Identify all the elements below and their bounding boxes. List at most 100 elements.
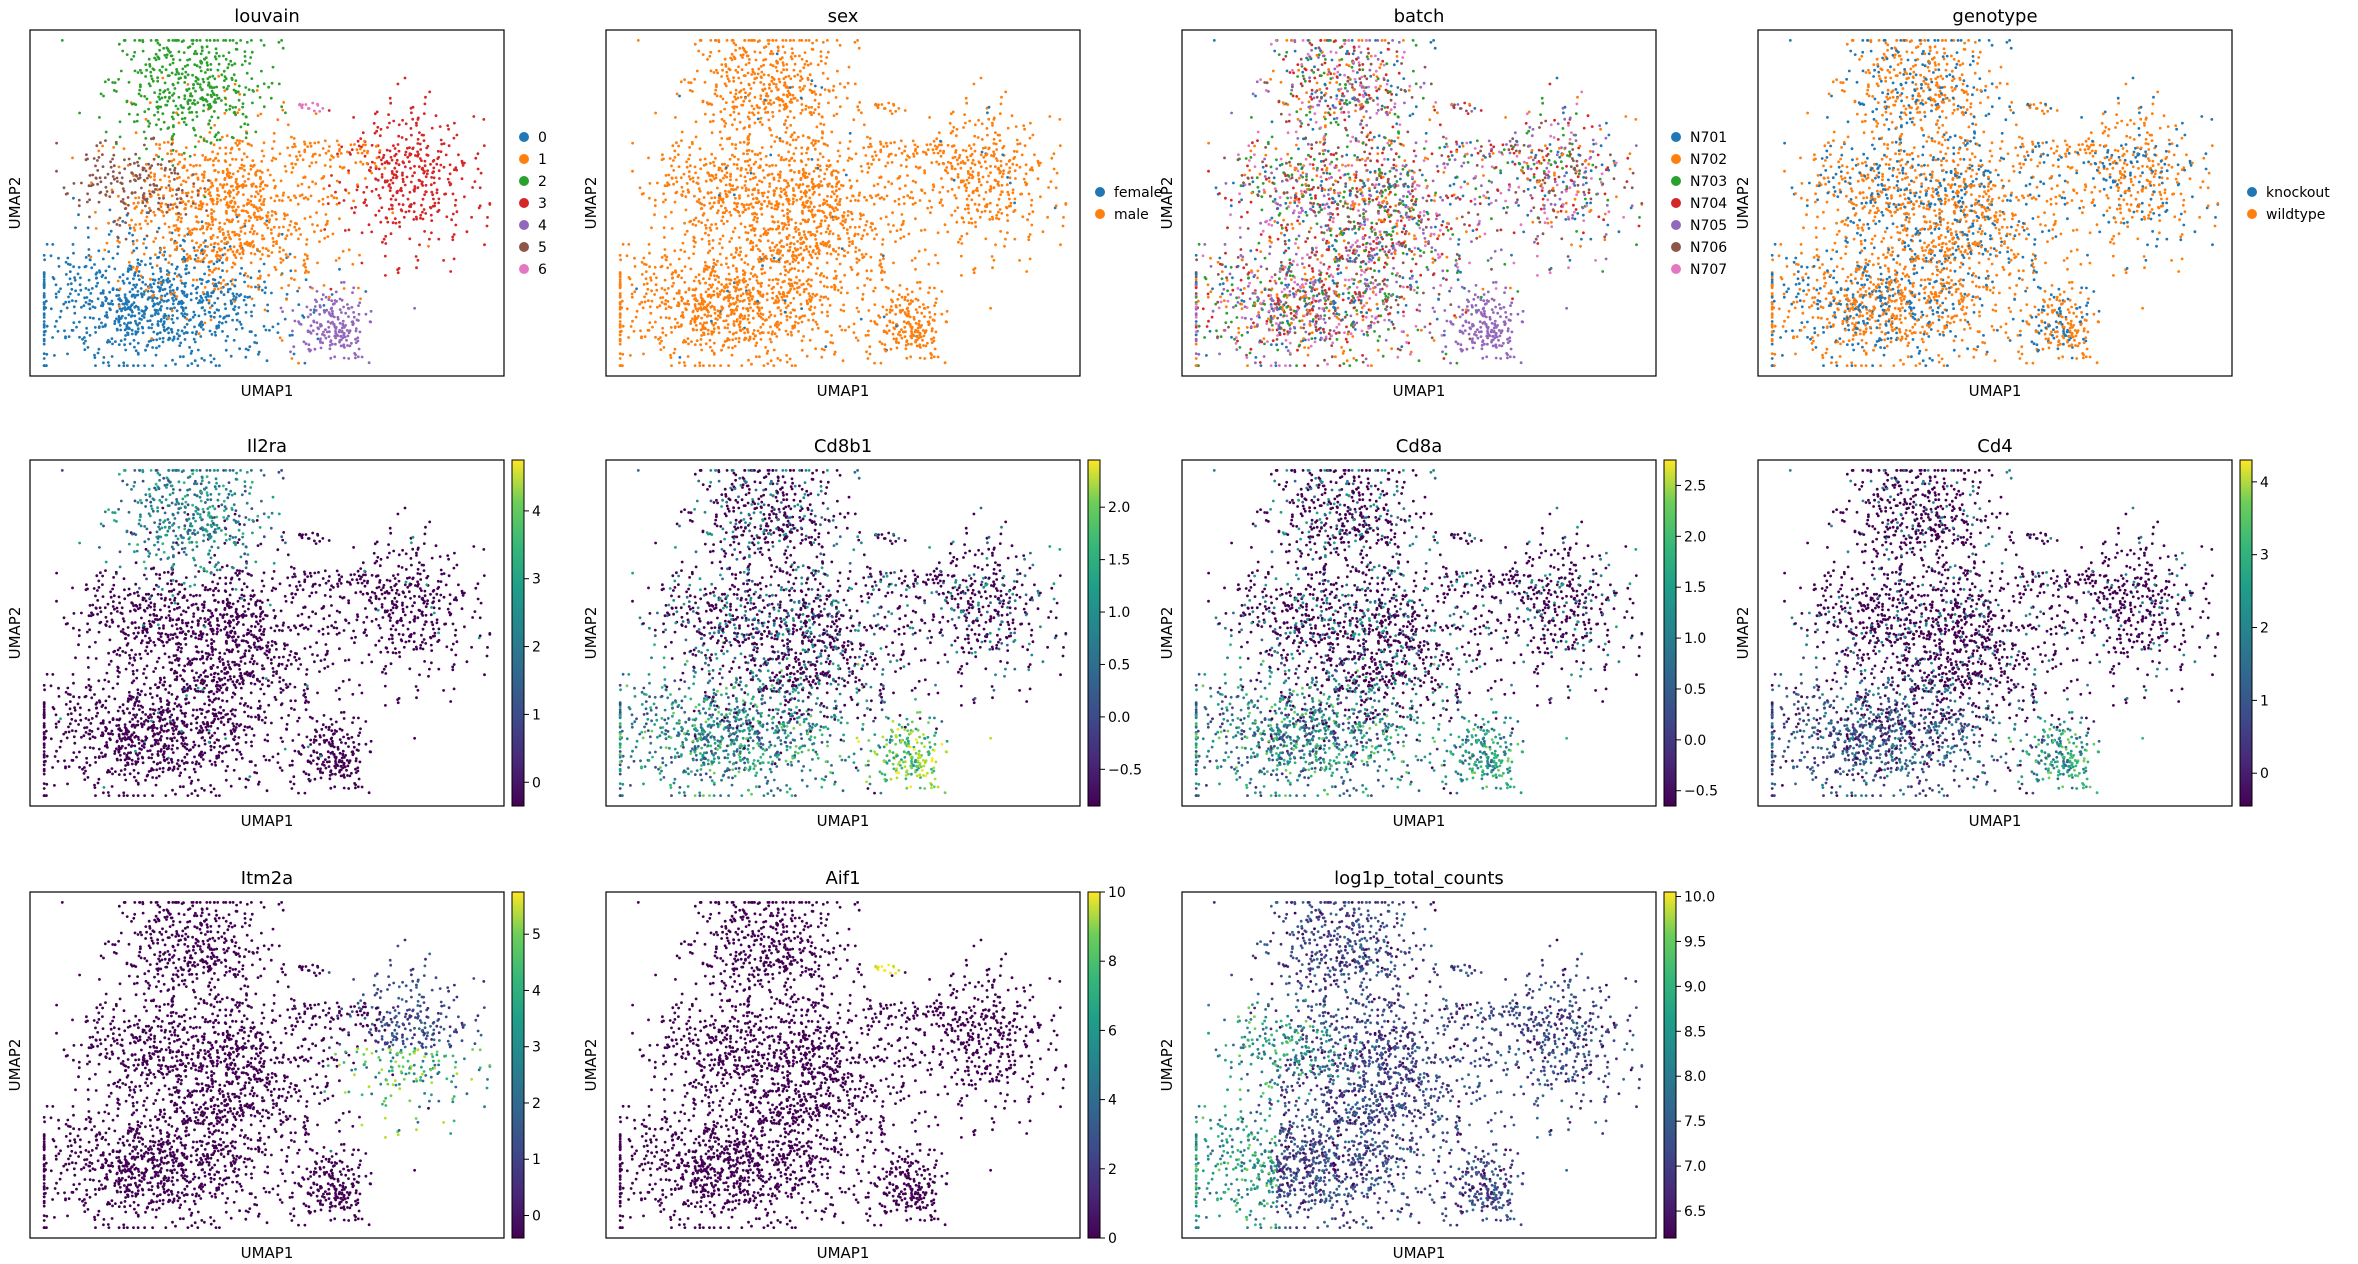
- scatter-point: [841, 359, 845, 363]
- scatter-point: [205, 298, 209, 302]
- scatter-point: [823, 348, 826, 352]
- scatter-point: [625, 307, 629, 311]
- scatter-point: [120, 309, 123, 313]
- scatter-point: [839, 308, 843, 312]
- scatter-point: [203, 321, 207, 325]
- scatter-point: [335, 139, 339, 143]
- scatter-point: [226, 174, 229, 178]
- scatter-point: [327, 295, 331, 299]
- scatter-point: [807, 292, 811, 295]
- scatter-point: [778, 241, 782, 244]
- scatter-point: [99, 141, 102, 145]
- scatter-point: [835, 257, 839, 261]
- scatter-point: [221, 169, 225, 173]
- scatter-point: [142, 252, 146, 256]
- scatter-point: [675, 304, 679, 307]
- scatter-point: [662, 346, 666, 349]
- scatter-point: [437, 201, 440, 205]
- scatter-point: [227, 51, 231, 54]
- scatter-point: [889, 230, 892, 234]
- scatter-point: [334, 290, 338, 294]
- scatter-point: [716, 325, 720, 329]
- scatter-point: [664, 302, 668, 306]
- scatter-point: [715, 287, 719, 290]
- scatter-point: [671, 284, 674, 288]
- scatter-point: [715, 274, 719, 278]
- scatter-point: [226, 66, 230, 70]
- scatter-point: [841, 215, 845, 219]
- scatter-point: [835, 195, 839, 198]
- scatter-point: [372, 121, 376, 125]
- scatter-point: [172, 337, 176, 341]
- scatter-point: [734, 281, 738, 285]
- scatter-point: [403, 153, 407, 157]
- scatter-point: [812, 169, 816, 173]
- scatter-point: [144, 308, 148, 312]
- scatter-point: [898, 284, 902, 287]
- scatter-point: [681, 311, 684, 314]
- scatter-point: [178, 334, 182, 338]
- scatter-point: [861, 292, 865, 296]
- scatter-point: [262, 262, 266, 266]
- scatter-point: [104, 185, 108, 189]
- scatter-point: [198, 299, 202, 302]
- scatter-point: [153, 313, 157, 316]
- scatter-point: [251, 245, 255, 249]
- scatter-point: [149, 219, 153, 223]
- scatter-point: [160, 202, 164, 205]
- scatter-point: [223, 159, 227, 163]
- scatter-point: [742, 316, 746, 320]
- scatter-point: [785, 314, 789, 318]
- scatter-point: [130, 218, 134, 222]
- scatter-point: [233, 305, 237, 308]
- scatter-point: [746, 309, 750, 313]
- scatter-point: [788, 245, 792, 249]
- scatter-point: [293, 145, 297, 148]
- scatter-point: [258, 206, 262, 210]
- scatter-point: [433, 204, 436, 208]
- scatter-point: [739, 174, 743, 178]
- scatter-point: [140, 295, 144, 299]
- scatter-point: [42, 305, 46, 309]
- scatter-point: [424, 212, 428, 215]
- scatter-point: [150, 285, 153, 289]
- scatter-point: [292, 137, 296, 140]
- scatter-point: [811, 139, 815, 142]
- scatter-point: [210, 200, 214, 203]
- scatter-point: [211, 223, 215, 227]
- scatter-point: [274, 268, 278, 271]
- scatter-point: [175, 205, 179, 209]
- scatter-point: [863, 284, 866, 287]
- scatter-point: [720, 288, 724, 292]
- scatter-point: [389, 197, 393, 201]
- scatter-point: [186, 364, 190, 367]
- scatter-point: [196, 364, 200, 367]
- scatter-point: [760, 203, 764, 207]
- scatter-point: [214, 157, 217, 160]
- scatter-point: [818, 152, 822, 156]
- scatter-point: [157, 207, 160, 211]
- scatter-point: [811, 318, 815, 322]
- scatter-point: [200, 46, 204, 49]
- scatter-point: [149, 262, 152, 266]
- scatter-point: [770, 206, 774, 210]
- scatter-point: [115, 294, 119, 297]
- scatter-point: [239, 125, 243, 129]
- scatter-point: [387, 207, 391, 211]
- scatter-point: [901, 222, 905, 226]
- scatter-point: [803, 314, 807, 318]
- scatter-point: [361, 131, 365, 135]
- scatter-point: [141, 39, 145, 42]
- scatter-point: [141, 49, 145, 53]
- scatter-point: [779, 158, 783, 162]
- scatter-point: [331, 342, 334, 346]
- scatter-point: [640, 273, 644, 276]
- scatter-point: [455, 168, 458, 172]
- scatter-point: [242, 152, 246, 156]
- scatter-point: [338, 149, 341, 153]
- scatter-point: [284, 111, 287, 115]
- scatter-point: [254, 130, 258, 134]
- scatter-point: [206, 93, 210, 97]
- scatter-point: [244, 136, 248, 140]
- scatter-point: [335, 202, 339, 206]
